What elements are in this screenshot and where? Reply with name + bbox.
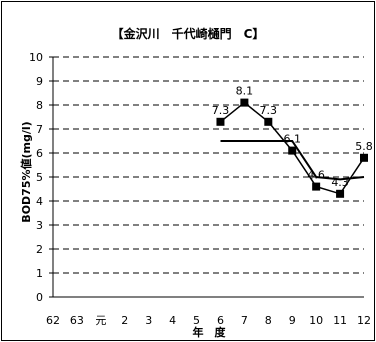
data-labels: 7.3 8.1 7.3 6.1 4.6 4.3 5.8 bbox=[212, 85, 373, 189]
series-line-2 bbox=[220, 140, 365, 181]
x-tick-label: 63 bbox=[70, 314, 84, 327]
y-tick-label: 0 bbox=[36, 291, 43, 304]
y-tick-label: 6 bbox=[36, 147, 43, 160]
y-tick-label: 1 bbox=[36, 267, 43, 280]
x-tick-label: 4 bbox=[169, 314, 176, 327]
data-label: 5.8 bbox=[355, 140, 373, 153]
chart-title: 【金沢川 千代崎樋門 C】 bbox=[112, 26, 265, 41]
x-axis-label: 年 度 bbox=[193, 325, 227, 339]
y-tick-label: 3 bbox=[36, 219, 43, 232]
y-tick-label: 10 bbox=[29, 51, 43, 64]
x-tick-label: 元 bbox=[95, 314, 106, 327]
x-tick-label: 5 bbox=[193, 314, 200, 327]
y-tick-label: 7 bbox=[36, 123, 43, 136]
x-tick-label: 3 bbox=[145, 314, 152, 327]
x-tick-label: 6 bbox=[217, 314, 224, 327]
x-tick-labels: 62 63 元 2 3 4 5 6 7 8 9 10 11 12 bbox=[46, 314, 371, 327]
y-tick-label: 8 bbox=[36, 99, 43, 112]
data-label: 7.3 bbox=[212, 104, 230, 117]
x-tick-label: 9 bbox=[289, 314, 296, 327]
data-label: 7.3 bbox=[260, 104, 278, 117]
x-tick-label: 7 bbox=[241, 314, 248, 327]
data-point bbox=[240, 98, 249, 107]
x-tick-label: 10 bbox=[309, 314, 323, 327]
data-label: 4.6 bbox=[307, 169, 325, 182]
data-label: 4.3 bbox=[331, 176, 349, 189]
x-tick-label: 2 bbox=[121, 314, 128, 327]
data-point bbox=[360, 153, 368, 162]
grid-lines bbox=[53, 56, 364, 274]
series-group bbox=[216, 98, 368, 198]
data-label: 6.1 bbox=[283, 133, 301, 146]
x-tick-label: 8 bbox=[265, 314, 272, 327]
y-axis-label: BOD75%値(mg/l) bbox=[19, 121, 33, 222]
y-tick-label: 4 bbox=[36, 195, 43, 208]
y-tick-label: 2 bbox=[36, 243, 43, 256]
y-tick-labels: 0 1 2 3 4 5 6 7 8 9 10 bbox=[29, 51, 53, 304]
data-point bbox=[312, 182, 321, 191]
y-tick-label: 5 bbox=[36, 171, 43, 184]
x-tick-label: 11 bbox=[333, 314, 347, 327]
data-point bbox=[264, 117, 273, 126]
data-label: 8.1 bbox=[236, 85, 254, 98]
data-point bbox=[288, 146, 297, 155]
bod-line-chart: 【金沢川 千代崎樋門 C】 年 度 BOD75%値(mg/l) 01234567… bbox=[19, 26, 373, 339]
y-tick-label: 9 bbox=[36, 75, 43, 88]
x-tick-label: 62 bbox=[46, 314, 60, 327]
data-point bbox=[336, 189, 345, 198]
x-tick-label: 12 bbox=[357, 314, 371, 327]
data-point bbox=[216, 117, 225, 126]
